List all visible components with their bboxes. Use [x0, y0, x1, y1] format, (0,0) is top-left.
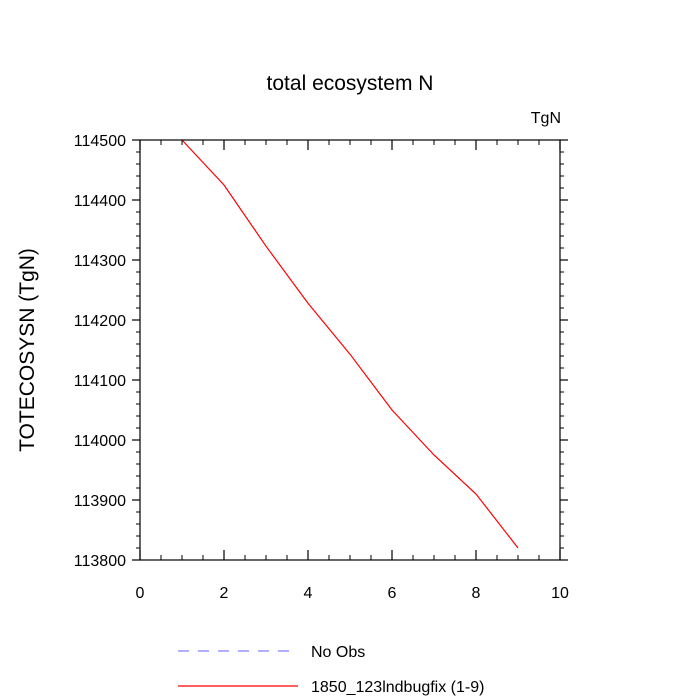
x-tick-label: 4 — [304, 585, 313, 602]
y-tick-label: 114100 — [74, 373, 126, 390]
legend-label: No Obs — [311, 644, 365, 661]
y-axis-label: TOTECOSYSN (TgN) — [16, 248, 39, 452]
legend: No Obs 1850_123lndbugfix (1-9) — [178, 644, 484, 696]
x-tick-label: 6 — [388, 585, 397, 602]
axis-ticks — [132, 139, 568, 561]
legend-label: 1850_123lndbugfix (1-9) — [311, 679, 484, 696]
series-layer — [181, 139, 519, 549]
y-tick-label: 114300 — [74, 253, 126, 270]
x-tick-label: 0 — [136, 585, 145, 602]
y-tick-label: 114000 — [74, 433, 126, 450]
x-tick-labels: 0 2 4 6 8 10 — [136, 585, 569, 602]
y-tick-label: 114500 — [74, 133, 126, 150]
y-tick-label: 114200 — [74, 313, 126, 330]
y-tick-label: 113800 — [74, 553, 126, 570]
chart-title: total ecosystem N — [267, 72, 434, 95]
x-tick-label: 2 — [220, 585, 229, 602]
x-tick-label: 8 — [472, 585, 481, 602]
series-line-1 — [181, 139, 519, 549]
y-tick-labels: 113800 113900 114000 114100 114200 114300 1144… — [74, 133, 126, 570]
x-tick-label: 10 — [551, 585, 569, 602]
plot-frame — [139, 139, 561, 561]
y-tick-label: 114400 — [74, 193, 126, 210]
units-label: TgN — [531, 110, 561, 127]
y-tick-label: 113900 — [74, 493, 126, 510]
